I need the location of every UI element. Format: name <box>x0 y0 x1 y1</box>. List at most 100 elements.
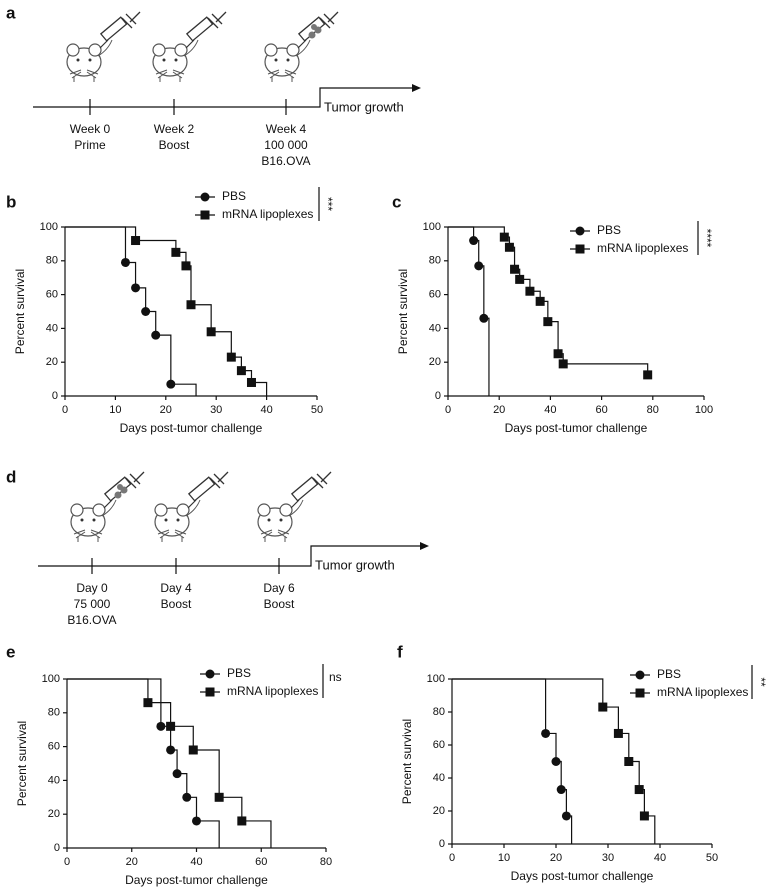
data-point <box>643 370 653 380</box>
timeline-event-label: 75 000 <box>74 597 111 611</box>
data-point <box>131 283 141 293</box>
data-point <box>543 317 553 327</box>
legend-marker <box>635 670 645 680</box>
data-point <box>141 307 151 316</box>
mouse-icon <box>264 39 311 83</box>
data-point <box>182 792 192 802</box>
legend-label: PBS <box>222 189 246 203</box>
data-point <box>206 327 216 337</box>
arrow-head <box>412 84 421 92</box>
y-axis-title: Percent survival <box>400 719 414 804</box>
syringe-icon <box>290 471 332 509</box>
timeline-event-label: Week 0 <box>70 122 111 136</box>
x-tick-label: 100 <box>695 404 713 416</box>
legend-label: mRNA lipoplexes <box>597 241 688 255</box>
x-axis-title: Days post-tumor challenge <box>120 421 263 435</box>
panel-label: e <box>6 642 15 661</box>
timeline-arrow <box>33 87 412 108</box>
x-axis-title: Days post-tumor challenge <box>125 873 268 887</box>
timeline-end-label: Tumor growth <box>324 99 404 114</box>
data-point <box>474 261 484 271</box>
syringe-icon <box>104 472 144 508</box>
data-point <box>479 313 489 323</box>
y-tick-label: 0 <box>52 390 58 402</box>
timeline-event-label: Day 0 <box>76 581 108 595</box>
x-tick-label: 50 <box>311 404 323 416</box>
y-axis-title: Percent survival <box>13 269 27 354</box>
x-tick-label: 40 <box>654 852 666 864</box>
x-tick-label: 30 <box>602 852 614 864</box>
data-point <box>624 757 634 766</box>
mouse-icon <box>154 499 201 543</box>
data-point <box>226 352 236 362</box>
data-point <box>120 257 130 267</box>
y-tick-label: 80 <box>429 255 441 267</box>
y-tick-label: 0 <box>54 842 60 854</box>
legend-label: mRNA lipoplexes <box>227 684 318 698</box>
data-point <box>469 236 479 246</box>
syringe-icon <box>187 471 229 509</box>
timeline-event-label: B16.OVA <box>67 613 116 627</box>
data-point <box>515 274 525 284</box>
x-axis-title: Days post-tumor challenge <box>505 421 648 435</box>
significance-label: ns <box>329 670 342 684</box>
y-tick-label: 60 <box>429 289 441 301</box>
legend-marker <box>205 669 215 679</box>
data-point <box>551 757 561 766</box>
data-point <box>556 785 566 795</box>
panel-label: f <box>397 642 403 661</box>
data-point <box>553 349 563 359</box>
legend-label: PBS <box>227 666 251 680</box>
data-point <box>236 366 246 376</box>
timeline-event-label: Boost <box>159 138 190 152</box>
x-tick-label: 80 <box>320 856 332 868</box>
data-point <box>186 300 196 310</box>
y-tick-label: 80 <box>48 707 60 719</box>
legend-marker <box>200 210 210 220</box>
x-tick-label: 20 <box>550 852 562 864</box>
data-point <box>525 286 535 296</box>
data-point <box>558 359 568 369</box>
timeline-event-label: Prime <box>74 138 106 152</box>
mouse-icons <box>66 11 338 543</box>
data-point <box>535 296 545 306</box>
arrow-head <box>420 542 429 550</box>
data-point <box>499 232 509 242</box>
legend-label: PBS <box>597 223 621 237</box>
x-tick-label: 0 <box>62 404 68 416</box>
legend-label: mRNA lipoplexes <box>657 685 748 699</box>
y-tick-label: 60 <box>46 289 58 301</box>
data-point <box>156 721 166 731</box>
timeline-end-label: Tumor growth <box>315 557 395 572</box>
legend-marker <box>205 687 215 697</box>
data-point <box>151 330 161 340</box>
data-point <box>192 816 201 826</box>
x-tick-label: 10 <box>109 404 121 416</box>
data-point <box>131 236 141 246</box>
data-point <box>561 811 571 821</box>
y-tick-label: 20 <box>429 356 441 368</box>
y-tick-label: 40 <box>46 322 58 334</box>
y-tick-label: 40 <box>429 322 441 334</box>
x-tick-label: 0 <box>64 856 70 868</box>
data-point <box>634 785 644 795</box>
data-point <box>143 698 153 708</box>
timeline-event-label: Boost <box>161 597 192 611</box>
x-tick-label: 30 <box>210 404 222 416</box>
y-tick-label: 100 <box>42 673 60 685</box>
mouse-icon <box>66 39 113 83</box>
y-tick-label: 20 <box>433 805 445 817</box>
legend-marker <box>575 244 585 254</box>
syringe-icon <box>185 11 227 49</box>
x-tick-label: 40 <box>544 404 556 416</box>
timeline-event-label: Boost <box>264 597 295 611</box>
timeline-event-label: Week 4 <box>266 122 307 136</box>
x-tick-label: 0 <box>449 852 455 864</box>
mouse-icon <box>257 499 304 543</box>
syringe-icon <box>298 12 338 48</box>
x-tick-label: 10 <box>498 852 510 864</box>
timeline-event-label: 100 000 <box>264 138 308 152</box>
y-tick-label: 20 <box>46 356 58 368</box>
y-axis-title: Percent survival <box>15 721 29 806</box>
